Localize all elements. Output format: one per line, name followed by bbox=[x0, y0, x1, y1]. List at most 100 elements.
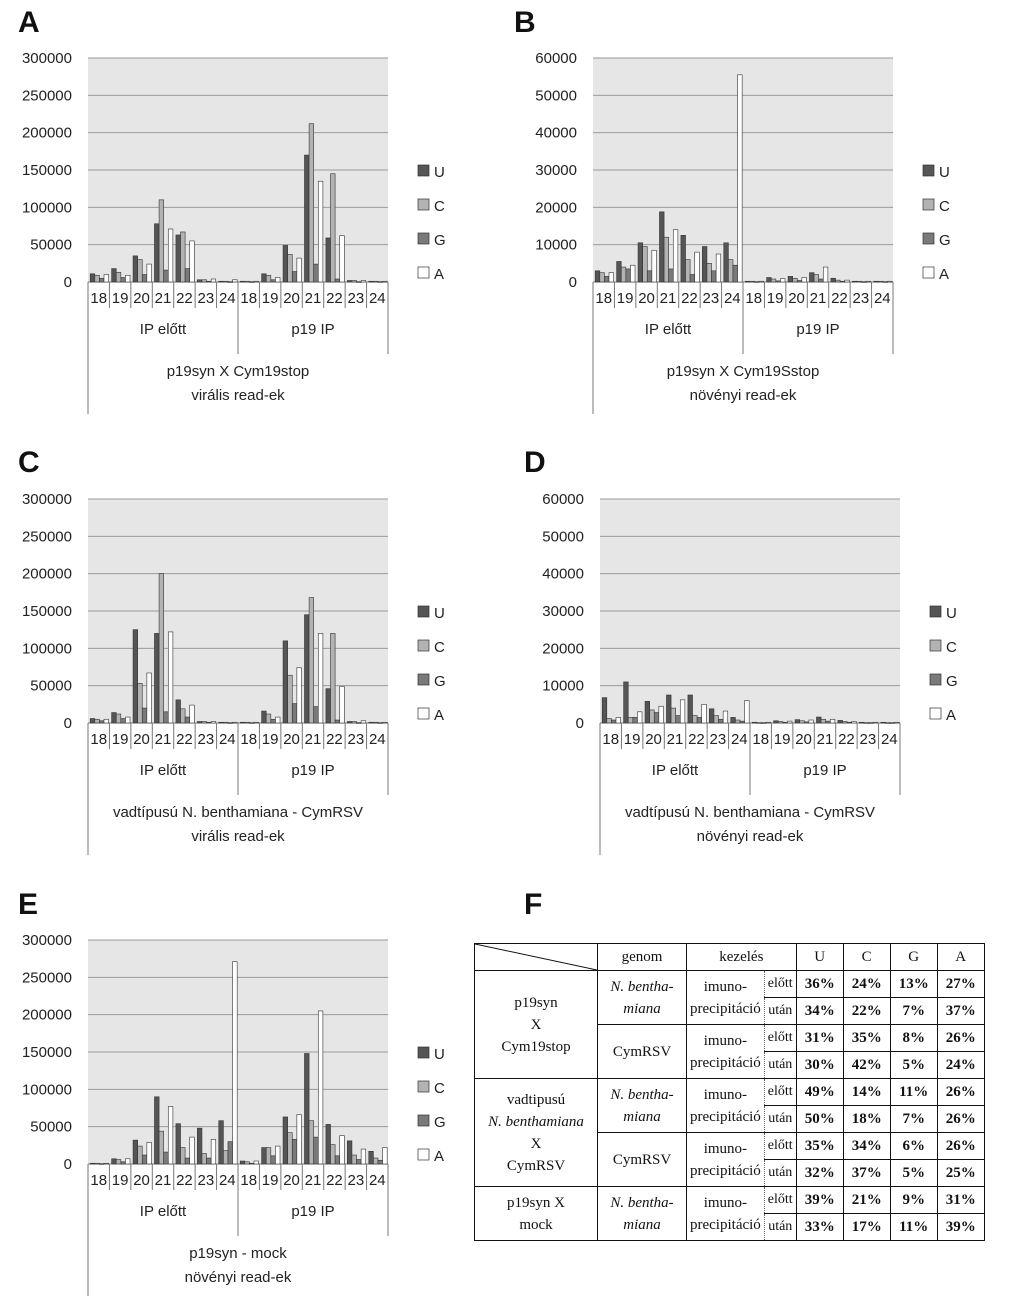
group-label: p19 IP bbox=[291, 1203, 334, 1220]
bar-u bbox=[154, 223, 160, 283]
bar-a bbox=[146, 672, 152, 724]
treatment-line: precipitáció bbox=[690, 1054, 761, 1071]
bar-g bbox=[604, 276, 610, 283]
y-tick-label: 250000 bbox=[22, 528, 72, 545]
bar-c bbox=[799, 720, 805, 724]
table-f-letter: F bbox=[524, 888, 543, 921]
legend-swatch bbox=[929, 707, 942, 720]
chart-caption: növényi read-ek bbox=[690, 387, 797, 404]
bar-a bbox=[787, 720, 793, 724]
table-row: vadtipusú N. benthamiana X CymRSV N. bentha-… bbox=[474, 1078, 985, 1187]
bar-u bbox=[261, 273, 267, 283]
group-label: p19 IP bbox=[803, 762, 846, 779]
x-tick-label: 23 bbox=[198, 290, 215, 307]
bar-c bbox=[642, 246, 648, 283]
bar-u bbox=[873, 280, 879, 283]
bar-c bbox=[692, 715, 698, 724]
bar-c bbox=[373, 280, 379, 283]
bar-a bbox=[672, 229, 679, 283]
bar-g bbox=[99, 720, 105, 724]
bar-u bbox=[175, 699, 181, 724]
bar-u bbox=[304, 614, 310, 724]
bar-g bbox=[291, 1139, 298, 1165]
bar-a bbox=[865, 280, 872, 283]
bar-u bbox=[601, 697, 608, 724]
sample-cell: vadtipusú N. benthamiana X CymRSV bbox=[474, 1078, 598, 1187]
bar-a bbox=[701, 704, 707, 724]
bar-g bbox=[803, 721, 810, 724]
bar-c bbox=[820, 718, 826, 724]
bar-a bbox=[715, 253, 722, 283]
bar-g bbox=[99, 1163, 105, 1165]
bar-u bbox=[616, 261, 622, 283]
column-header: U bbox=[795, 943, 844, 971]
bar-a bbox=[630, 264, 636, 283]
bar-c bbox=[770, 278, 777, 283]
treatment-line: imuno- bbox=[703, 978, 748, 995]
bar-u bbox=[282, 1116, 288, 1165]
bar-c bbox=[244, 1161, 250, 1165]
legend-label: U bbox=[939, 164, 950, 181]
bar-u bbox=[261, 1147, 267, 1165]
table-row: után 50% 18% 7% 26% bbox=[475, 1105, 985, 1133]
bar-g bbox=[270, 1155, 276, 1165]
percent-cell: 11% bbox=[889, 1078, 938, 1106]
bar-g bbox=[249, 281, 255, 283]
y-tick-label: 100000 bbox=[22, 1081, 72, 1098]
bar-g bbox=[739, 720, 745, 724]
bar-c bbox=[115, 713, 122, 724]
bar-u bbox=[809, 272, 815, 283]
bar-a bbox=[694, 251, 700, 283]
bar-c bbox=[287, 1132, 293, 1165]
genome-line: N. bentha- bbox=[610, 1194, 674, 1211]
legend-label: U bbox=[434, 605, 445, 622]
x-tick-label: 19 bbox=[112, 290, 129, 307]
bar-u bbox=[368, 721, 374, 724]
bar-g bbox=[356, 281, 362, 283]
bar-g bbox=[782, 721, 788, 724]
bar-c bbox=[223, 1150, 229, 1165]
x-tick-label: 23 bbox=[198, 731, 215, 748]
bar-g bbox=[825, 720, 831, 724]
legend-label: C bbox=[946, 639, 957, 656]
y-tick-label: 40000 bbox=[535, 125, 577, 142]
y-tick-label: 50000 bbox=[30, 1119, 72, 1136]
percent-cell: 32% bbox=[795, 1159, 844, 1187]
percent-cell: 36% bbox=[795, 970, 844, 998]
percent-cell: 50% bbox=[795, 1105, 844, 1133]
bar-g bbox=[141, 1154, 148, 1165]
legend-swatch bbox=[417, 164, 430, 177]
bar-a bbox=[758, 280, 764, 283]
legend-label: A bbox=[434, 707, 444, 724]
bar-c bbox=[842, 721, 848, 724]
x-tick-label: 21 bbox=[155, 290, 172, 307]
bar-c bbox=[287, 254, 293, 283]
sample-line: p19syn X bbox=[507, 1194, 565, 1211]
timing-cell: után bbox=[763, 1213, 797, 1241]
column-header: kezelés bbox=[686, 943, 797, 971]
treatment-line: imuno- bbox=[703, 1032, 748, 1049]
bar-a bbox=[637, 711, 643, 724]
x-tick-label: 22 bbox=[326, 290, 343, 307]
bar-c bbox=[735, 719, 741, 724]
x-tick-label: 20 bbox=[638, 290, 655, 307]
bar-a bbox=[844, 279, 850, 283]
genome-cell: N. bentha-miana bbox=[597, 970, 687, 1025]
bar-u bbox=[175, 1123, 181, 1165]
percent-cell: 33% bbox=[795, 1213, 844, 1241]
legend-label: U bbox=[434, 1046, 445, 1063]
bar-a bbox=[382, 721, 388, 724]
x-tick-label: 24 bbox=[731, 731, 748, 748]
bar-c bbox=[180, 231, 186, 283]
panel-letter-b: B bbox=[514, 6, 536, 39]
bar-a bbox=[765, 721, 771, 724]
panel-letter-c: C bbox=[18, 446, 40, 479]
bar-g bbox=[184, 268, 191, 283]
bar-g bbox=[839, 280, 846, 283]
group-label: IP előtt bbox=[140, 1203, 187, 1220]
bar-g bbox=[846, 721, 853, 724]
percent-cell: 26% bbox=[936, 1078, 985, 1106]
table-row: után 32% 37% 5% 25% bbox=[475, 1159, 985, 1187]
y-tick-label: 30000 bbox=[542, 603, 584, 620]
